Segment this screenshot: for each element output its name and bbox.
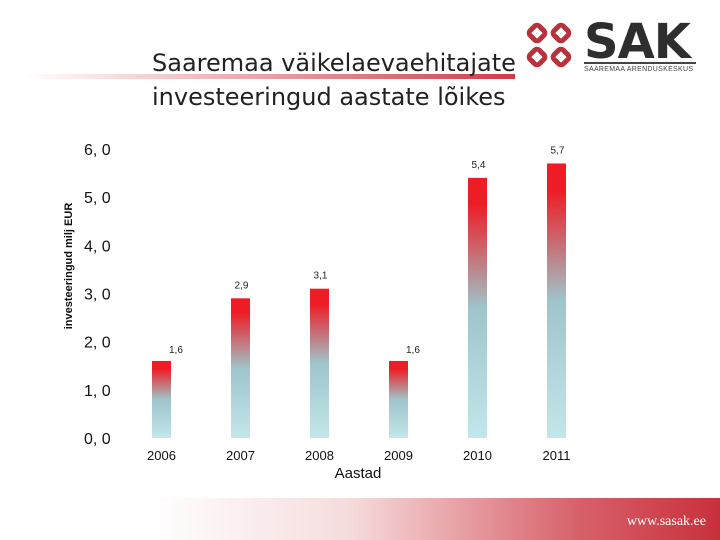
data-label-2008: 3,1 (314, 271, 328, 282)
y-tick-label: 2, 0 (84, 335, 111, 352)
y-axis-ticks: 0, 0 1, 0 2, 0 3, 0 4, 0 5, 0 6, 0 (84, 142, 111, 448)
y-tick-label: 4, 0 (84, 238, 111, 255)
footer-url: www.sasak.ee (626, 514, 706, 529)
x-tick-label: 2009 (384, 448, 413, 463)
sak-logo: SAK SAAREMAA ARENDUSKESKUS (516, 14, 696, 80)
title-line-1: Saaremaa väikelaevaehitajate (152, 49, 516, 77)
data-label-2006: 1,6 (169, 345, 183, 356)
data-label-2009: 1,6 (406, 345, 420, 356)
bar-2011 (547, 163, 566, 438)
data-label-2010: 5,4 (472, 160, 486, 171)
x-tick-label: 2006 (147, 448, 176, 463)
bar-2010 (468, 177, 487, 438)
x-axis-title: Aastad (335, 465, 382, 482)
bar-2006 (152, 360, 171, 438)
y-tick-label: 0, 0 (84, 431, 111, 448)
title-line-2: investeeringud aastate lõikes (152, 83, 506, 111)
y-tick-label: 6, 0 (84, 142, 111, 159)
sak-logo-mark-icon (526, 22, 572, 68)
data-label-2011: 5,7 (551, 145, 565, 156)
x-tick-label: 2007 (226, 448, 255, 463)
bar-data-labels: 1,6 2,9 3,1 1,6 5,4 5,7 (169, 145, 565, 355)
data-label-2007: 2,9 (235, 280, 249, 291)
x-axis-ticks: 2006 2007 2008 2009 2010 2011 (147, 448, 570, 463)
logo-divider (584, 62, 696, 64)
y-tick-label: 5, 0 (84, 190, 111, 207)
x-tick-label: 2011 (543, 448, 571, 463)
x-tick-label: 2010 (463, 448, 492, 463)
x-tick-label: 2008 (305, 448, 334, 463)
footer-band (150, 498, 720, 540)
y-tick-label: 3, 0 (84, 287, 111, 304)
y-tick-label: 1, 0 (84, 383, 111, 400)
bar-2008 (310, 288, 329, 438)
bar-2009 (389, 360, 408, 438)
logo-subtitle: SAAREMAA ARENDUSKESKUS (584, 66, 694, 73)
bar-2007 (231, 298, 250, 438)
page-title: Saaremaa väikelaevaehitajate investeerin… (152, 46, 516, 114)
bars (152, 163, 566, 438)
y-axis-title: investeeringud milj EUR (63, 203, 75, 330)
title-underline (25, 74, 515, 79)
logo-name: SAK (584, 14, 691, 70)
